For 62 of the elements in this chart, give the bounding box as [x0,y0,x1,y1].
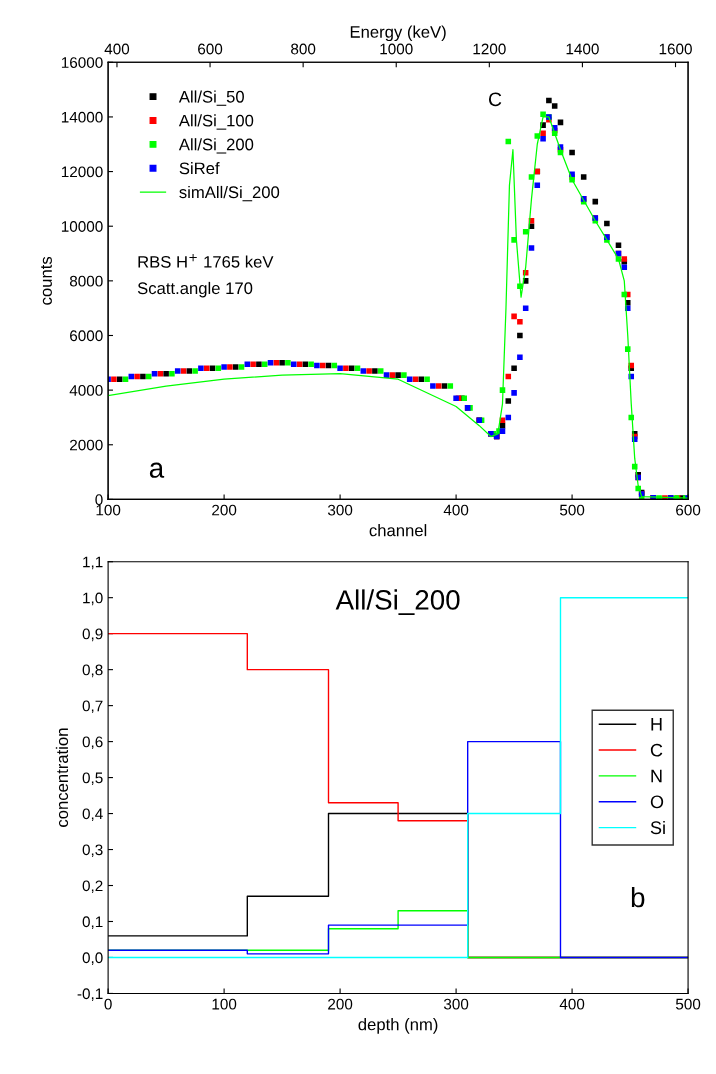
x2-tick-label: 1200 [473,43,506,55]
x-axis-title: depth (nm) [358,1018,438,1034]
legend-label: N [651,769,662,783]
x2-tick-label: 600 [198,43,223,55]
y-tick-label: 12000 [61,166,103,178]
x-tick-label: 100 [96,504,121,516]
legend-label: C [650,743,663,757]
y-tick-label: -0,1 [77,988,103,1001]
y-tick-label: 0 [95,494,103,506]
x-tick-label: 600 [676,504,701,516]
legend-label: H [651,718,662,731]
y-tick-label: 14000 [61,111,103,123]
x2-tick-label: 800 [291,43,316,55]
y-tick-label: 0,4 [82,808,103,822]
legend-label: Si [650,820,665,835]
annotation: RBS H$^{+}$ 1765 keV [138,253,274,268]
x-tick-label: 500 [675,998,701,1010]
y-tick-label: 0,8 [82,664,103,678]
x2-tick-label: 1000 [380,43,413,55]
legend-label: All/Si_200 [178,138,254,154]
x2-tick-label: 400 [104,43,130,55]
y-axis-title: counts [40,256,52,305]
y-tick-label: 16000 [61,57,103,68]
x-tick-label: 300 [327,504,353,516]
annotation: C [488,92,502,107]
text: All/Si_200 [335,589,460,616]
x-tick-label: 500 [559,504,585,516]
y-tick-label: 2000 [70,439,103,451]
annotation: Scatt.angle 170 [137,281,253,298]
y-axis-title: concentration [55,728,69,827]
legend-label: simAll/Si_200 [179,185,280,202]
x2-axis-title: Energy (keV) [350,25,446,42]
x-tick-label: 300 [443,998,469,1010]
x-tick-label: 200 [212,504,237,516]
y-tick-label: 0,9 [82,628,103,642]
x-tick-label: 400 [559,998,585,1010]
y-tick-label: 8000 [69,275,103,287]
y-tick-label: 10000 [61,221,103,232]
legend-label: All/Si_100 [178,114,254,130]
x-axis-title: channel [369,524,427,537]
y-tick-label: 0,2 [82,880,103,893]
y-tick-label: 0,0 [82,952,103,965]
legend-label: All/Si_50 [178,90,244,106]
annotation: a [149,462,165,478]
y-tick-label: 1,1 [83,556,103,570]
x-tick-label: 400 [443,504,469,516]
y-tick-label: 6000 [70,330,103,342]
x2-tick-label: 1600 [659,43,692,55]
y-tick-label: 0,3 [82,844,103,858]
x-tick-label: 200 [328,998,353,1010]
y-tick-label: 0,1 [82,916,103,929]
annotation: b [631,886,645,908]
y-tick-label: 4000 [69,385,103,396]
y-tick-label: 0,7 [82,700,103,714]
y-tick-label: 0,6 [82,736,103,750]
y-tick-label: 0,5 [82,772,103,786]
y-tick-label: 1,0 [83,592,103,606]
legend-label: O [650,795,664,809]
legend-label: SiRef [179,162,220,175]
x2-tick-label: 1400 [566,43,599,55]
x-tick-label: 0 [104,998,112,1010]
x-tick-label: 100 [212,998,237,1010]
